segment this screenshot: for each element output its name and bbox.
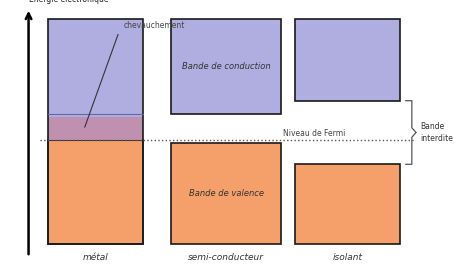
Text: Niveau de Fermi: Niveau de Fermi (283, 129, 346, 138)
Text: Bande de conduction: Bande de conduction (182, 62, 270, 71)
Text: Bande de valence: Bande de valence (188, 189, 264, 198)
Bar (48, 19, 143, 117)
Text: isolant: isolant (332, 253, 363, 262)
Text: Énergie électronique: Énergie électronique (29, 0, 108, 4)
Text: métal: métal (82, 253, 108, 262)
Bar (171, 143, 281, 244)
Text: Bande
interdite: Bande interdite (420, 122, 453, 143)
Bar (295, 164, 400, 244)
Bar (48, 140, 143, 244)
Bar (48, 19, 143, 244)
Bar (295, 19, 400, 101)
Text: semi-conducteur: semi-conducteur (188, 253, 264, 262)
Bar (48, 117, 143, 140)
Bar (171, 19, 281, 114)
Text: chevauchement: chevauchement (124, 21, 185, 30)
